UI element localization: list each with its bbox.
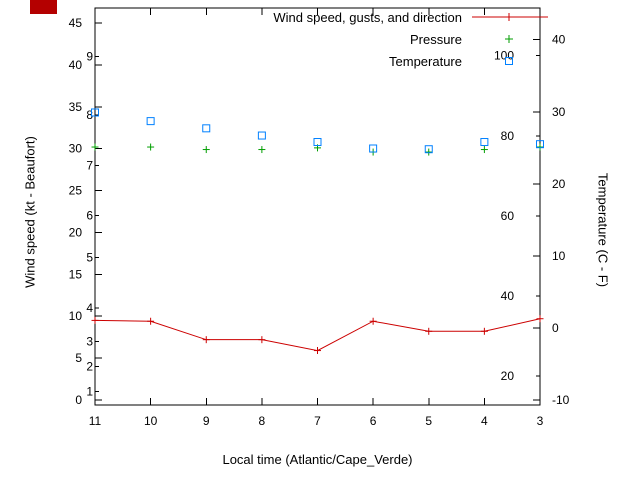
y-left-kt-label: 15 xyxy=(69,267,83,281)
y-left-kt-label: 25 xyxy=(69,184,83,198)
y-axis-right-title: Temperature (C - F) xyxy=(595,172,611,288)
y-right-c-label: -10 xyxy=(552,393,570,407)
legend-square-glyph xyxy=(505,57,513,65)
square-marker xyxy=(536,140,544,149)
y-left-kt-label: 20 xyxy=(69,225,83,239)
y-left-beaufort-label: 4 xyxy=(86,301,93,315)
x-tick-label: 8 xyxy=(259,414,266,428)
y-right-c-label: 40 xyxy=(552,33,566,47)
y-left-beaufort-label: 6 xyxy=(86,209,93,223)
square-marker xyxy=(424,145,433,154)
legend-label-temperature: Temperature xyxy=(389,53,462,69)
pressure-plus-icon xyxy=(505,35,513,43)
legend-label-pressure: Pressure xyxy=(409,31,462,47)
y-right-c-label: 0 xyxy=(552,321,559,335)
y-right-f-label: 100 xyxy=(494,49,514,63)
square-marker xyxy=(91,108,99,117)
legend-item-wind: Wind speed, gusts, and direction xyxy=(120,6,554,28)
series-wind-speed-gusts-and-direction xyxy=(91,315,544,355)
y-left-kt-label: 35 xyxy=(69,100,83,114)
y-left-beaufort-label: 1 xyxy=(86,385,93,399)
y-left-kt-label: 30 xyxy=(69,142,83,156)
x-tick-label: 6 xyxy=(370,414,377,428)
wind-plus-line-icon xyxy=(472,13,548,21)
y-right-f-label: 60 xyxy=(501,209,515,223)
x-tick-label: 4 xyxy=(481,414,488,428)
legend-label-wind: Wind speed, gusts, and direction xyxy=(273,9,462,25)
y-right-c-label: 30 xyxy=(552,105,566,119)
y-right-f-label: 40 xyxy=(501,289,515,303)
x-tick-label: 5 xyxy=(425,414,432,428)
y-left-kt-label: 5 xyxy=(75,351,82,365)
square-marker xyxy=(257,131,266,140)
series-temperature xyxy=(91,108,544,154)
series-pressure xyxy=(91,143,544,156)
y-left-beaufort-label: 8 xyxy=(86,108,93,122)
x-tick-label: 10 xyxy=(144,414,158,428)
square-marker xyxy=(202,124,211,133)
x-tick-label: 3 xyxy=(537,414,544,428)
y-left-beaufort-label: 7 xyxy=(86,158,93,172)
series-line xyxy=(94,318,541,352)
y-right-f-label: 80 xyxy=(501,129,515,143)
legend-item-temperature: Temperature xyxy=(120,50,554,72)
square-marker xyxy=(146,117,155,126)
y-left-beaufort-label: 2 xyxy=(86,359,93,373)
x-axis-title: Local time (Atlantic/Cape_Verde) xyxy=(222,452,413,467)
y-axis-left-title: Wind speed (kt - Beaufort) xyxy=(22,136,38,288)
y-left-kt-label: 45 xyxy=(69,16,83,30)
y-left-beaufort-label: 5 xyxy=(86,251,93,265)
square-marker xyxy=(480,138,489,147)
y-left-beaufort-label: 9 xyxy=(86,50,93,64)
y-left-kt-label: 0 xyxy=(75,393,82,407)
square-marker xyxy=(369,144,378,153)
square-marker xyxy=(313,138,322,147)
legend: Wind speed, gusts, and direction Pressur… xyxy=(120,6,554,72)
y-left-beaufort-label: 3 xyxy=(86,334,93,348)
cropped-red-box xyxy=(30,0,57,14)
x-tick-label: 11 xyxy=(89,414,102,428)
x-tick-label: 9 xyxy=(203,414,210,428)
y-right-f-label: 20 xyxy=(501,369,515,383)
y-left-kt-label: 40 xyxy=(69,58,83,72)
y-left-kt-label: 10 xyxy=(69,309,83,323)
y-right-c-label: 20 xyxy=(552,177,566,191)
legend-item-pressure: Pressure xyxy=(120,28,554,50)
y-right-c-label: 10 xyxy=(552,249,566,263)
x-tick-label: 7 xyxy=(314,414,321,428)
temperature-square-icon xyxy=(505,57,513,65)
